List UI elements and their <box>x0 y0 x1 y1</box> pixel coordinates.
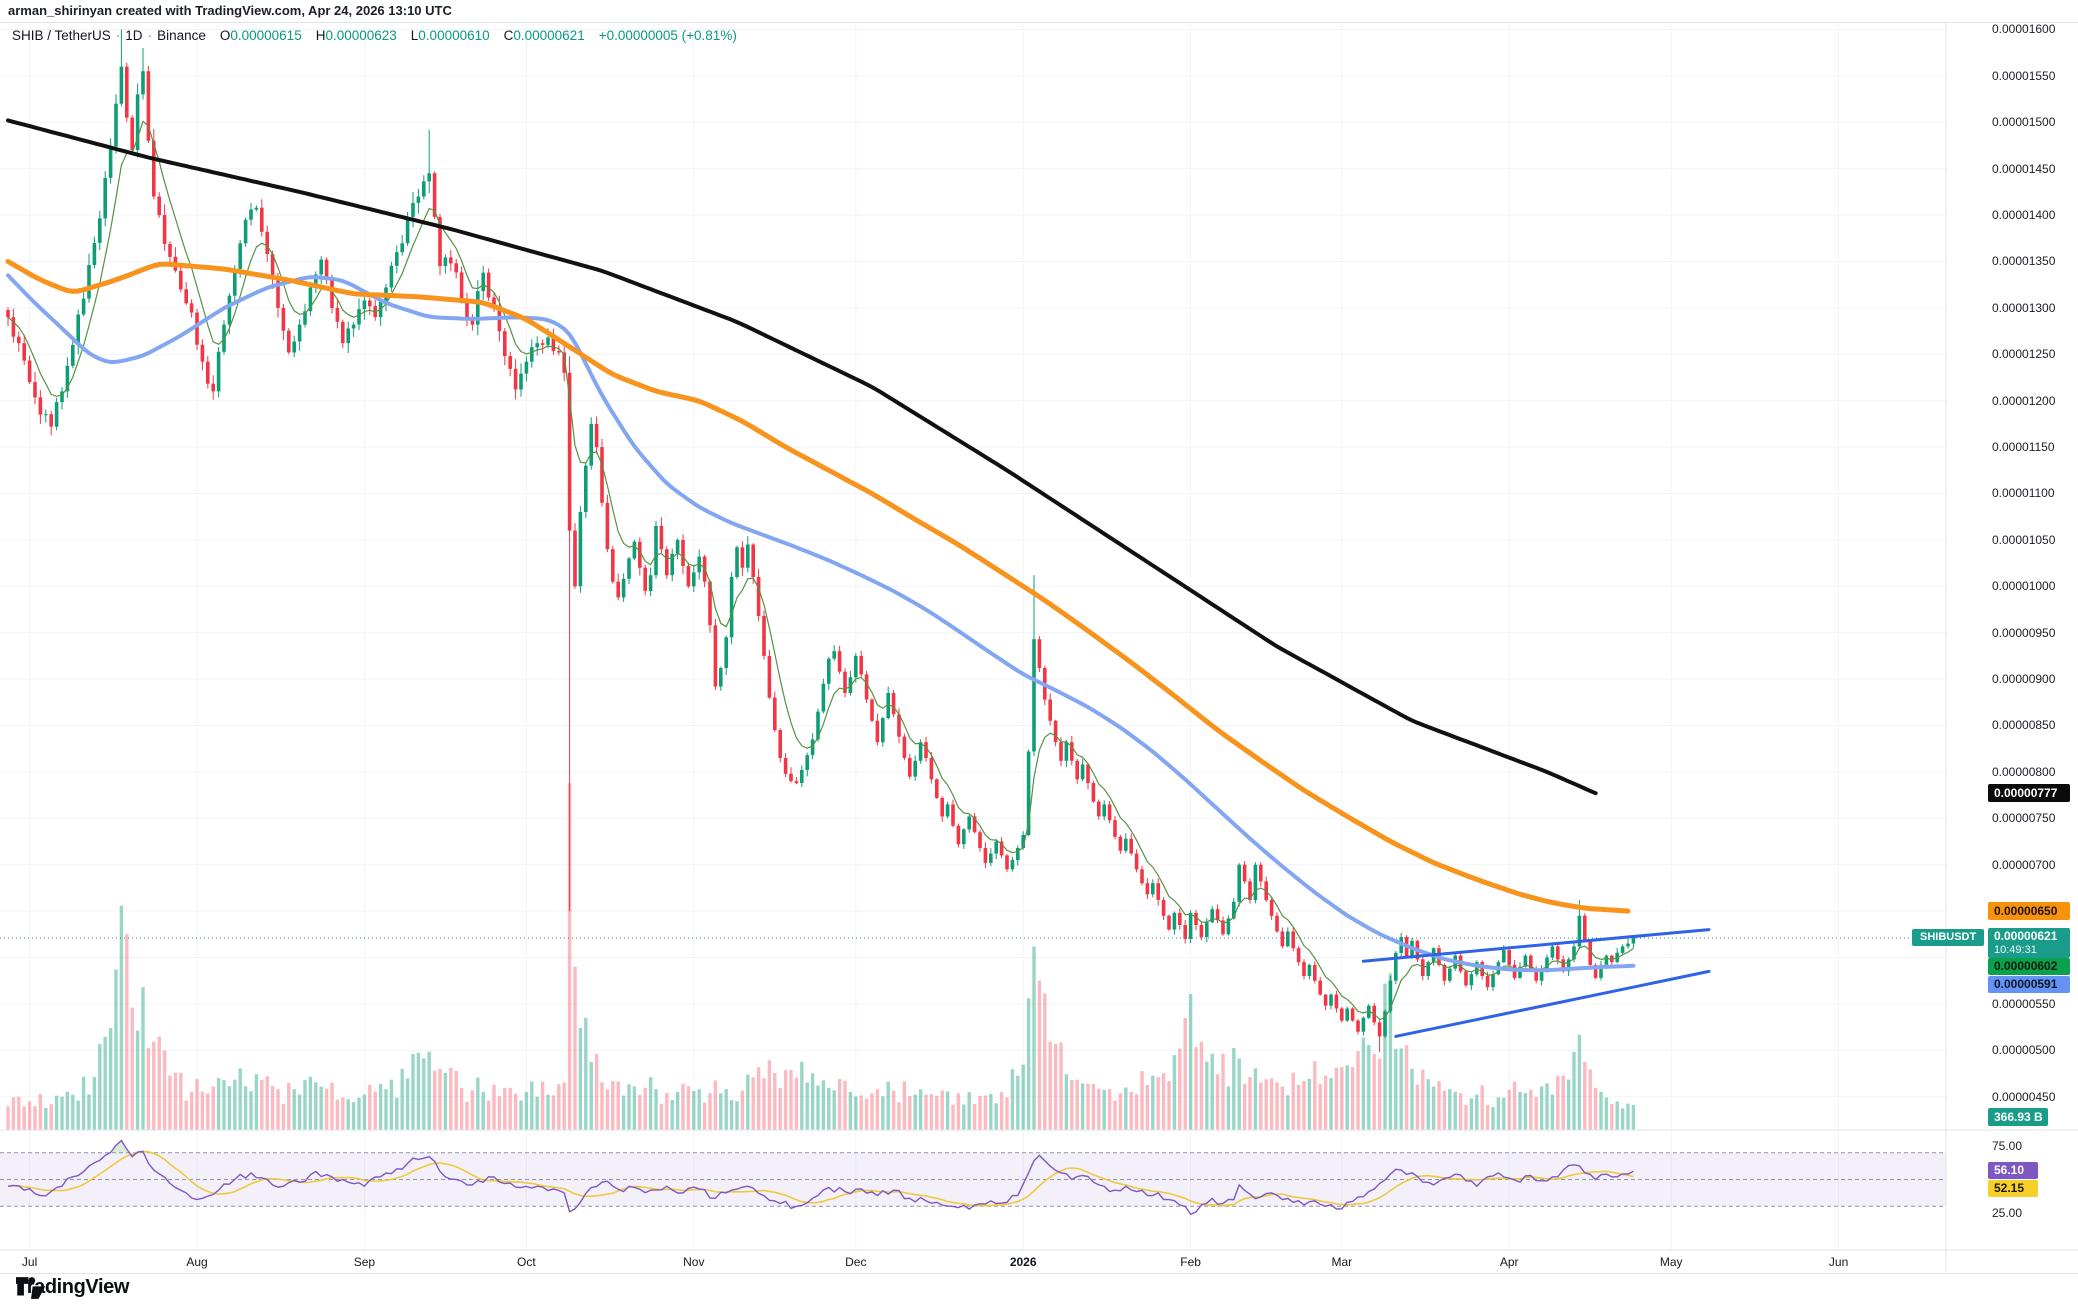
high-label: H <box>315 28 326 43</box>
price-axis-label: 0.00001150 <box>1992 440 2055 455</box>
volume-bars <box>6 783 1636 1130</box>
price-axis-label: 0.00001600 <box>1992 22 2056 37</box>
open-label: O <box>219 28 231 43</box>
volume-value-tag: 366.93 B <box>1988 1108 2048 1126</box>
rsi-value-tag: 56.10 <box>1988 1162 2038 1179</box>
price-axis-label: 0.00000850 <box>1992 718 2056 733</box>
trendline-upper-channel <box>1361 928 1711 963</box>
price-axis-label: 0.00001100 <box>1992 486 2055 501</box>
close-value: 0.00000621 <box>513 28 585 43</box>
close-label: C <box>503 28 514 43</box>
price-axis-label: 0.00001350 <box>1992 254 2056 269</box>
ma-line <box>6 118 1598 796</box>
price-axis-label: 0.00000750 <box>1992 811 2056 826</box>
open-value: 0.00000615 <box>230 28 302 43</box>
last-price-tag: 0.00000621 10:49:31 <box>1988 928 2070 958</box>
interval-label[interactable]: 1D <box>125 28 143 43</box>
time-axis-label: Nov <box>683 1255 705 1269</box>
trendline-lower-channel <box>1394 969 1711 1038</box>
last-price-value: 0.00000621 <box>1994 929 2058 943</box>
time-axis-label: Apr <box>1499 1255 1519 1269</box>
price-axis-label: 0.00001450 <box>1992 161 2056 176</box>
price-axis-label: 0.00000700 <box>1992 857 2056 872</box>
symbol-title[interactable]: SHIB / TetherUS <box>12 28 111 43</box>
price-axis-label: 0.00001250 <box>1992 347 2056 362</box>
bar-countdown: 10:49:31 <box>1994 944 2037 956</box>
low-label: L <box>410 28 419 43</box>
ma-green-line <box>7 120 1634 1021</box>
low-value: 0.00000610 <box>418 28 490 43</box>
time-axis-label: Aug <box>186 1255 208 1269</box>
price-axis-label: 0.00001400 <box>1992 208 2056 223</box>
attribution-text: arman_shirinyan created with TradingView… <box>8 3 452 18</box>
tradingview-footer[interactable]: TradingView <box>16 1276 129 1299</box>
price-axis-label: 0.00001000 <box>1992 579 2056 594</box>
time-axis-label: Feb <box>1180 1255 1201 1269</box>
exchange-label[interactable]: Binance <box>157 28 206 43</box>
price-axis-label: 0.00000450 <box>1992 1089 2056 1104</box>
price-axis-label: 0.00001050 <box>1992 532 2056 547</box>
ma-line <box>5 259 1631 914</box>
price-axis-label: 0.00001500 <box>1992 115 2056 130</box>
ma-green-price-tag: 0.00000602 <box>1988 958 2070 975</box>
ma-line <box>6 273 1636 973</box>
rsi-ma-line <box>7 1150 1634 1207</box>
time-axis-label: Sep <box>353 1255 376 1269</box>
price-axis-label: 0.00001550 <box>1992 68 2056 83</box>
price-axis-label: 0.00001200 <box>1992 393 2056 408</box>
rsi-ma-value-tag: 52.15 <box>1988 1180 2038 1197</box>
ma-black-price-tag: 0.00000777 <box>1988 784 2070 802</box>
candles <box>6 29 1636 1053</box>
rsi-line <box>7 1139 1634 1216</box>
time-axis-label: 2026 <box>1009 1255 1037 1269</box>
rsi-axis-label: 75.00 <box>1992 1139 2023 1153</box>
price-axis-label: 0.00000500 <box>1992 1043 2056 1058</box>
time-axis-label: Dec <box>845 1255 867 1269</box>
tradingview-logo-text: TradingView <box>16 1276 130 1298</box>
time-axis-label: Jun <box>1828 1255 1849 1269</box>
symbol-name-tag: SHIBUSDT <box>1912 929 1985 946</box>
price-axis-label: 0.00000950 <box>1992 625 2056 640</box>
high-value: 0.00000623 <box>325 28 397 43</box>
price-axis-label: 0.00000800 <box>1992 764 2056 779</box>
change-value: +0.00000005 (+0.81%) <box>598 28 737 43</box>
price-axis-label: 0.00001300 <box>1992 300 2056 315</box>
tradingview-logo-icon <box>16 1277 46 1299</box>
time-axis-label: Jul <box>21 1255 38 1269</box>
rsi-axis-label: 25.00 <box>1992 1206 2023 1220</box>
time-axis-label: Mar <box>1331 1255 1353 1269</box>
ma-blue-price-tag: 0.00000591 <box>1988 976 2070 993</box>
price-axis-label: 0.00000550 <box>1992 996 2056 1011</box>
rsi-pane <box>0 1139 1946 1216</box>
price-axis-label: 0.00000900 <box>1992 672 2056 687</box>
time-axis-label: Oct <box>517 1255 536 1269</box>
chart-legend: SHIB / TetherUS · 1D · Binance O0.00000615 H0.… <box>12 28 737 43</box>
ma-orange-price-tag: 0.00000650 <box>1988 902 2070 920</box>
time-axis-label: May <box>1659 1255 1683 1269</box>
